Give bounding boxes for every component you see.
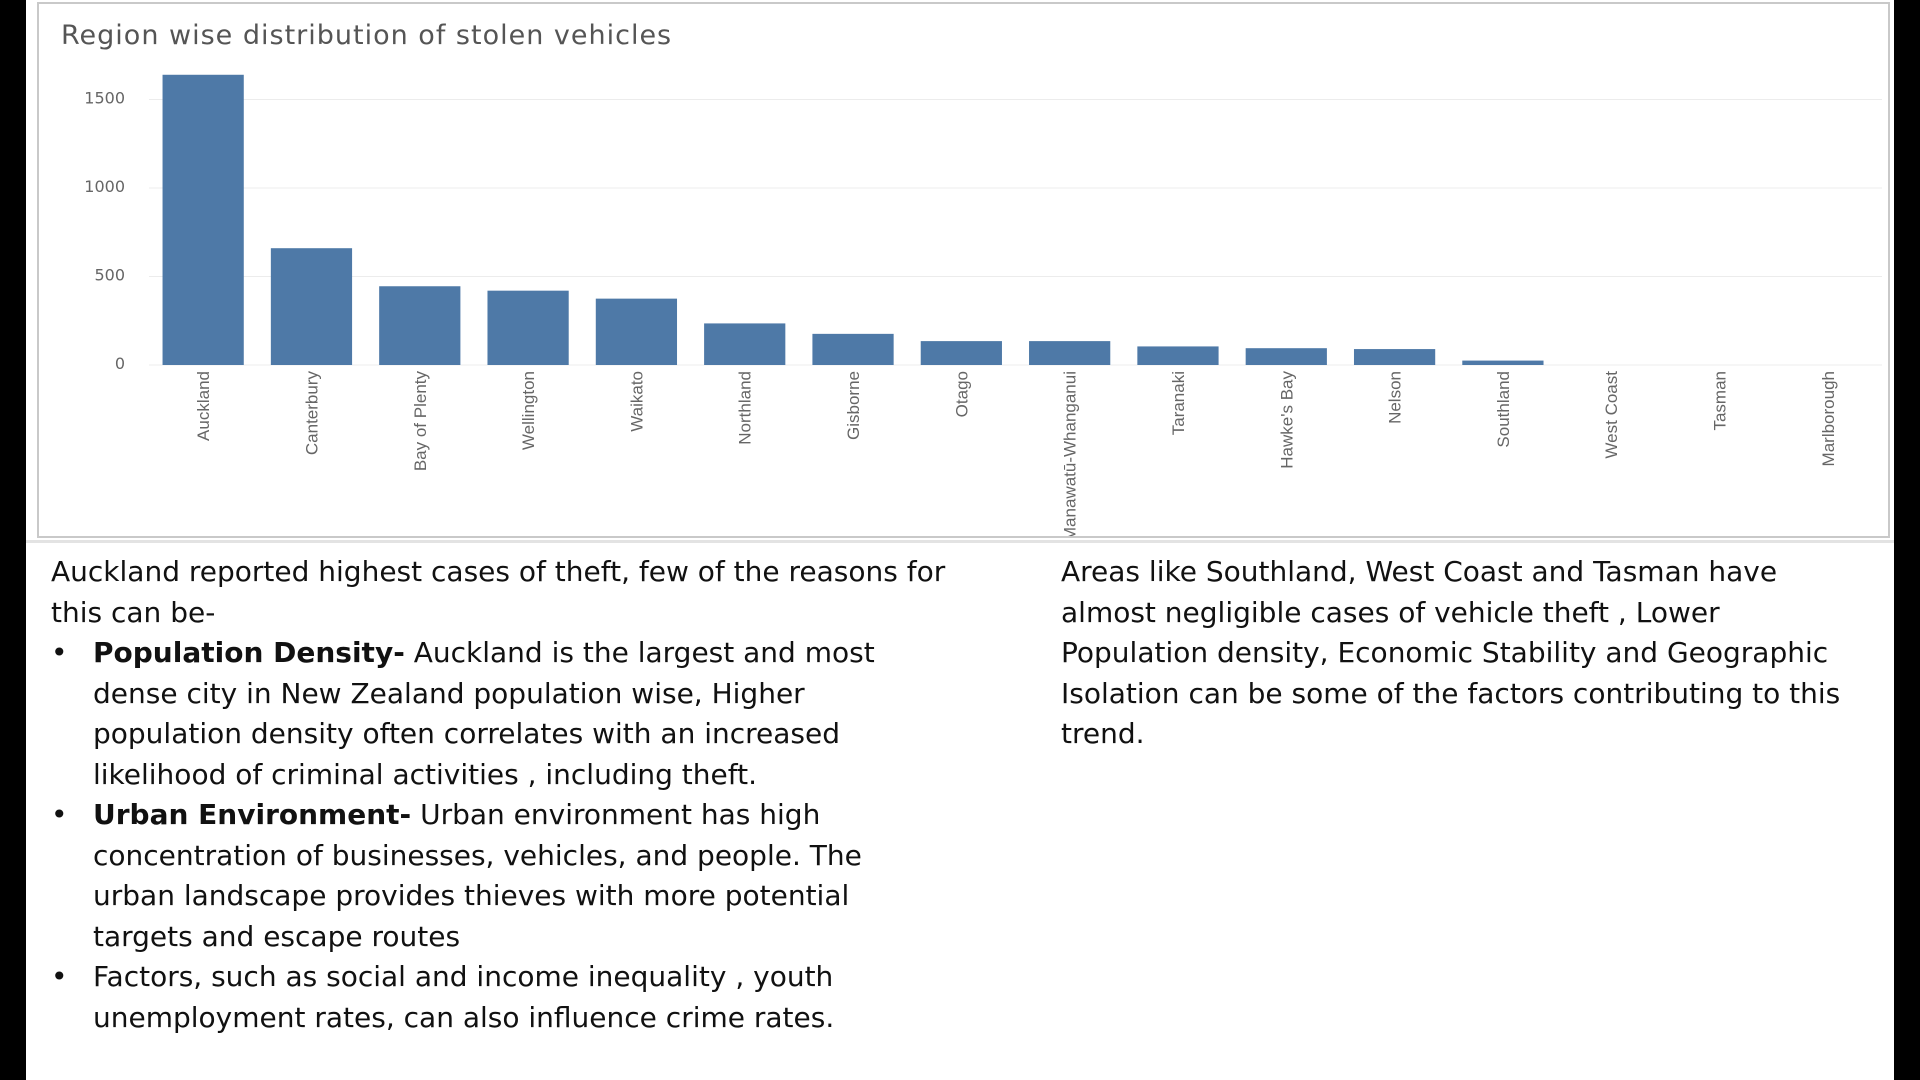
bar-southland[interactable] xyxy=(1462,360,1544,365)
reason-item-population-density: • Population Density- Auckland is the lar… xyxy=(51,633,951,795)
x-tick-label: Manawatū-Whanganui xyxy=(1061,371,1080,536)
bullet-glyph: • xyxy=(51,960,68,993)
x-tick-label: Taranaki xyxy=(1169,371,1188,435)
x-tick-label: Marlborough xyxy=(1819,371,1838,466)
bar-canterbury[interactable] xyxy=(270,248,353,365)
bar-nelson[interactable] xyxy=(1353,349,1436,365)
bar-manawat-whanganui[interactable] xyxy=(1029,341,1111,365)
x-tick-label: Bay of Plenty xyxy=(411,371,430,472)
bar-taranaki[interactable] xyxy=(1137,346,1219,365)
bullet-glyph: • xyxy=(51,798,68,831)
x-tick-label: Waikato xyxy=(627,371,646,432)
left-text-column: Auckland reported highest cases of theft… xyxy=(51,552,951,1038)
reason-text: Factors, such as social and income inequ… xyxy=(93,960,835,1034)
y-tick-label: 0 xyxy=(115,354,125,373)
chart-title: Region wise distribution of stolen vehic… xyxy=(61,20,673,51)
x-tick-label: Otago xyxy=(952,371,971,417)
x-tick-label: Southland xyxy=(1494,371,1513,448)
x-tick-label: Canterbury xyxy=(302,371,321,456)
x-tick-label: Gisborne xyxy=(844,371,863,440)
reasons-list: • Population Density- Auckland is the lar… xyxy=(51,633,951,1038)
slide: Region wise distribution of stolen vehic… xyxy=(26,0,1894,1080)
bullet-glyph: • xyxy=(51,636,68,669)
bar-hawke-s-bay[interactable] xyxy=(1245,348,1327,365)
bar-northland[interactable] xyxy=(704,323,786,365)
reason-heading: Urban Environment- xyxy=(93,798,412,831)
x-axis-ticks: Auckland Canterbury Bay of Plenty Wellingto… xyxy=(194,371,1838,536)
right-text-column: Areas like Southland, West Coast and Tas… xyxy=(1061,552,1851,755)
y-tick-label: 1500 xyxy=(84,89,125,108)
x-tick-label: Northland xyxy=(736,371,755,445)
bar-otago[interactable] xyxy=(920,341,1002,365)
bar-wellington[interactable] xyxy=(487,290,569,365)
bar-bay-of-plenty[interactable] xyxy=(379,286,461,365)
reason-text: Urban environment has high concentration… xyxy=(93,798,862,953)
reason-item-other-factors: • Factors, such as social and income ineq… xyxy=(51,957,951,1038)
y-axis-ticks: 0 500 1000 1500 xyxy=(84,89,125,373)
reason-item-urban-environment: • Urban Environment- Urban environment ha… xyxy=(51,795,951,957)
reason-text: Auckland is the largest and most dense c… xyxy=(93,636,875,791)
x-tick-label: Hawke's Bay xyxy=(1277,371,1296,469)
bar-auckland[interactable] xyxy=(162,74,244,365)
x-tick-label: Nelson xyxy=(1386,371,1405,424)
x-tick-label: Tasman xyxy=(1711,371,1730,431)
bar-waikato[interactable] xyxy=(595,298,678,365)
x-tick-label: Auckland xyxy=(194,371,213,441)
divider xyxy=(26,540,1894,543)
x-tick-label: Wellington xyxy=(519,371,538,450)
chart-panel: Region wise distribution of stolen vehic… xyxy=(37,2,1890,538)
bar-gisborne[interactable] xyxy=(812,333,894,365)
y-tick-label: 500 xyxy=(94,266,125,285)
bar-chart: 0 500 1000 1500 Auckland Canterbury Bay of Pl… xyxy=(84,74,1882,536)
bars xyxy=(162,74,1544,365)
reason-heading: Population Density- xyxy=(93,636,405,669)
intro-paragraph: Auckland reported highest cases of theft… xyxy=(51,555,946,629)
negligible-areas-paragraph: Areas like Southland, West Coast and Tas… xyxy=(1061,555,1841,750)
y-tick-label: 1000 xyxy=(84,177,125,196)
x-tick-label: West Coast xyxy=(1602,371,1621,459)
